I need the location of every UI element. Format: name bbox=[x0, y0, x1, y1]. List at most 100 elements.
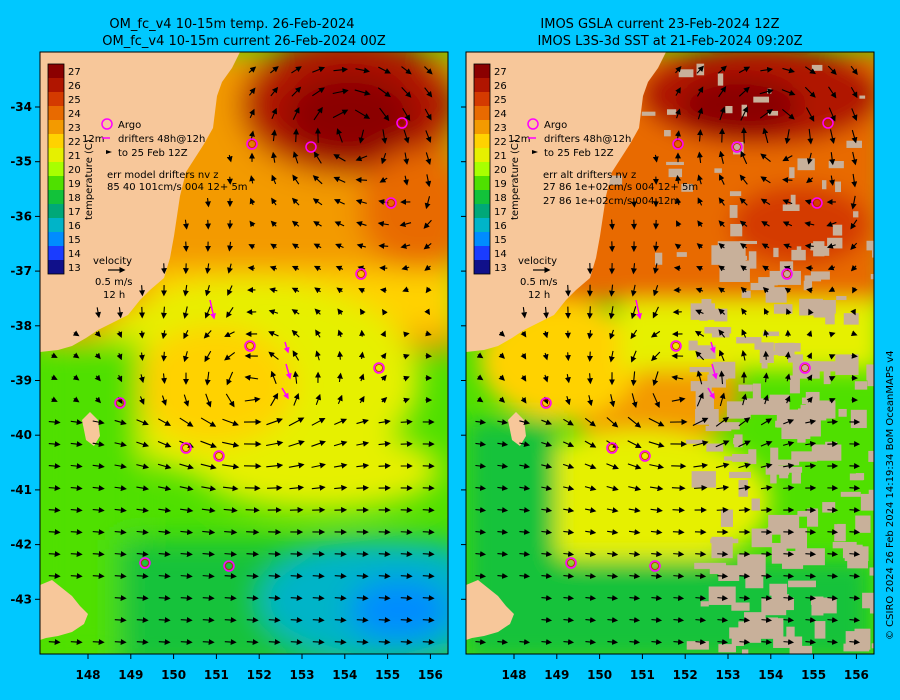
cloud-patch bbox=[853, 211, 859, 218]
velocity-vector bbox=[72, 330, 80, 337]
left-flinders-island bbox=[82, 412, 100, 446]
velocity-vector bbox=[718, 197, 725, 206]
argo-float-marker[interactable] bbox=[139, 557, 151, 569]
velocity-vector bbox=[628, 485, 642, 492]
cloud-patch bbox=[668, 168, 683, 178]
velocity-vector bbox=[652, 154, 659, 163]
velocity-vector bbox=[158, 529, 171, 536]
velocity-vector bbox=[761, 551, 773, 558]
argo-float-marker[interactable] bbox=[822, 117, 834, 129]
velocity-vector bbox=[739, 197, 748, 206]
velocity-vector bbox=[400, 595, 413, 602]
velocity-vector bbox=[851, 151, 858, 166]
velocity-vector bbox=[425, 174, 432, 188]
velocity-vector bbox=[497, 639, 509, 645]
velocity-vector bbox=[694, 484, 708, 491]
argo-float-marker[interactable] bbox=[114, 397, 126, 409]
right-map-panel[interactable] bbox=[465, 45, 900, 665]
cloud-patch bbox=[729, 191, 742, 197]
cloud-patch bbox=[789, 645, 813, 654]
velocity-vector bbox=[94, 396, 102, 404]
velocity-vector bbox=[520, 352, 527, 360]
velocity-vector bbox=[475, 463, 487, 469]
cloud-patch bbox=[770, 465, 777, 484]
cloud-patch bbox=[724, 456, 739, 461]
velocity-vector bbox=[608, 350, 615, 363]
argo-float-marker[interactable] bbox=[781, 268, 793, 280]
left-legend: Argo 12m drifters 48h@12h to 25 Feb 12Z … bbox=[82, 118, 248, 301]
argo-float-marker[interactable] bbox=[649, 560, 661, 572]
velocity-vector bbox=[423, 243, 432, 250]
velocity-vector bbox=[313, 151, 322, 164]
velocity-vector bbox=[268, 595, 281, 602]
colorbar-swatch bbox=[474, 246, 490, 260]
argo-float-marker[interactable] bbox=[811, 197, 823, 209]
cloud-patch bbox=[699, 306, 708, 321]
right-argo-floats[interactable] bbox=[540, 117, 834, 572]
argo-float-marker[interactable] bbox=[639, 450, 651, 462]
velocity-vector bbox=[498, 330, 506, 337]
velocity-vector bbox=[562, 463, 575, 470]
argo-float-marker[interactable] bbox=[223, 560, 235, 572]
cloud-patch bbox=[795, 548, 825, 566]
cloud-patch bbox=[761, 598, 787, 616]
argo-float-marker[interactable] bbox=[355, 268, 367, 280]
argo-float-marker[interactable] bbox=[180, 442, 192, 454]
argo-float-marker[interactable] bbox=[244, 340, 256, 352]
cloud-patch bbox=[789, 167, 795, 179]
velocity-vector bbox=[403, 397, 410, 404]
argo-float-marker[interactable] bbox=[540, 397, 552, 409]
velocity-vector bbox=[205, 263, 211, 275]
velocity-vector bbox=[475, 573, 487, 579]
argo-float-marker[interactable] bbox=[385, 197, 397, 209]
colorbar-swatch bbox=[474, 134, 490, 148]
cloud-patch bbox=[773, 304, 793, 314]
argo-float-marker[interactable] bbox=[373, 362, 385, 374]
cloud-patch bbox=[730, 255, 748, 261]
argo-float-marker[interactable] bbox=[606, 442, 618, 454]
argo-float-marker[interactable] bbox=[305, 141, 317, 153]
velocity-vector bbox=[354, 109, 371, 119]
velocity-vector bbox=[697, 86, 704, 97]
colorbar-tick: 17 bbox=[494, 207, 507, 218]
cloud-patch bbox=[745, 574, 764, 589]
velocity-vector bbox=[806, 287, 813, 294]
velocity-vector bbox=[335, 243, 344, 250]
cloud-patch bbox=[751, 498, 760, 511]
velocity-vector bbox=[497, 529, 509, 535]
velocity-vector bbox=[475, 419, 487, 425]
argo-float-marker[interactable] bbox=[565, 557, 577, 569]
velocity-vector bbox=[497, 419, 509, 425]
argo-float-marker[interactable] bbox=[246, 138, 258, 150]
velocity-vector bbox=[671, 374, 684, 381]
argo-float-marker[interactable] bbox=[213, 450, 225, 462]
cloud-patch bbox=[776, 410, 784, 428]
velocity-vector bbox=[249, 175, 256, 184]
velocity-vector bbox=[290, 595, 303, 602]
left-argo-floats[interactable] bbox=[114, 117, 408, 572]
cloud-patch bbox=[787, 354, 803, 363]
velocity-vector bbox=[606, 507, 619, 514]
velocity-vector bbox=[630, 197, 637, 208]
velocity-vector bbox=[183, 329, 189, 340]
argo-float-marker[interactable] bbox=[672, 138, 684, 150]
velocity-vector bbox=[520, 330, 527, 338]
velocity-vector bbox=[246, 595, 259, 602]
velocity-vector bbox=[48, 551, 61, 558]
velocity-vector bbox=[161, 263, 168, 275]
left-velocity-vectors bbox=[48, 66, 435, 646]
velocity-vector bbox=[271, 197, 277, 206]
velocity-vector bbox=[70, 529, 83, 536]
cloud-patch bbox=[788, 580, 816, 588]
argo-float-marker[interactable] bbox=[799, 362, 811, 374]
velocity-vector bbox=[627, 463, 642, 470]
velocity-vector bbox=[760, 418, 773, 426]
velocity-vector bbox=[403, 129, 410, 144]
argo-float-marker[interactable] bbox=[396, 117, 408, 129]
velocity-vector bbox=[673, 573, 685, 580]
argo-float-marker[interactable] bbox=[731, 141, 743, 153]
velocity-vector bbox=[850, 219, 858, 230]
left-map-panel[interactable] bbox=[39, 35, 500, 670]
velocity-vector bbox=[783, 617, 795, 623]
argo-float-marker[interactable] bbox=[670, 340, 682, 352]
